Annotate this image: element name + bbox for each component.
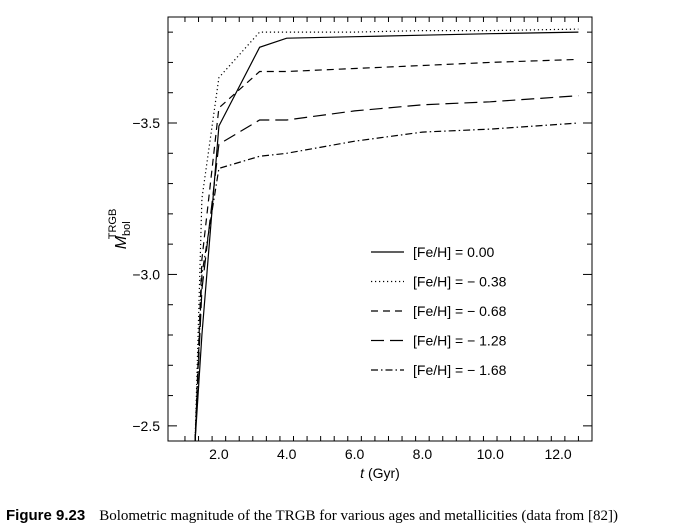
x-tick-label: 10.0	[477, 446, 504, 462]
axis-ticks	[168, 17, 592, 441]
y-tick-label: −3.0	[132, 266, 160, 282]
legend-label-5: [Fe/H] = − 1.68	[413, 362, 507, 378]
trgb-chart: 2.0 4.0 6.0 8.0 10.0 12.0 −2.5 −3.0 −3.5 [Fe/H] …	[107, 16, 593, 481]
y-axis-label: MbolTRGB	[107, 209, 133, 250]
x-tick-label: 2.0	[209, 446, 229, 462]
series-line-1	[194, 31, 579, 441]
legend-label-2: [Fe/H] = − 0.38	[413, 274, 507, 290]
plot-frame	[167, 16, 593, 442]
series-line-2	[194, 28, 579, 441]
series-line-5	[194, 122, 579, 441]
series-lines	[194, 28, 579, 441]
x-tick-label: 8.0	[413, 446, 433, 462]
series-line-4	[194, 95, 579, 441]
legend-label-4: [Fe/H] = − 1.28	[413, 333, 507, 349]
y-tick-label: −3.5	[132, 115, 160, 131]
legend-label-3: [Fe/H] = − 0.68	[413, 303, 507, 319]
y-axis-label-sub: bol	[121, 221, 133, 236]
series-line-3	[194, 58, 579, 441]
x-axis-label-unit: (Gyr)	[364, 465, 400, 481]
y-axis-label-sup: TRGB	[107, 209, 119, 240]
y-axis-label-var: M	[113, 235, 130, 249]
legend-label-1: [Fe/H] = 0.00	[413, 244, 495, 260]
x-axis-label-var: t	[360, 465, 365, 481]
axis-tick-labels: 2.0 4.0 6.0 8.0 10.0 12.0 −2.5 −3.0 −3.5	[132, 115, 572, 462]
figure-caption-text: Bolometric magnitude of the TRGB for var…	[99, 508, 618, 524]
figure-caption: Figure 9.23 Bolometric magnitude of the T…	[6, 507, 686, 525]
x-axis-label: t (Gyr)	[360, 465, 400, 481]
x-tick-label: 6.0	[345, 446, 365, 462]
x-tick-label: 12.0	[544, 446, 571, 462]
legend: [Fe/H] = 0.00 [Fe/H] = − 0.38 [Fe/H] = − 0…	[371, 244, 507, 378]
x-tick-label: 4.0	[277, 446, 297, 462]
y-tick-label: −2.5	[132, 418, 160, 434]
figure-caption-label: Figure 9.23	[6, 507, 86, 524]
